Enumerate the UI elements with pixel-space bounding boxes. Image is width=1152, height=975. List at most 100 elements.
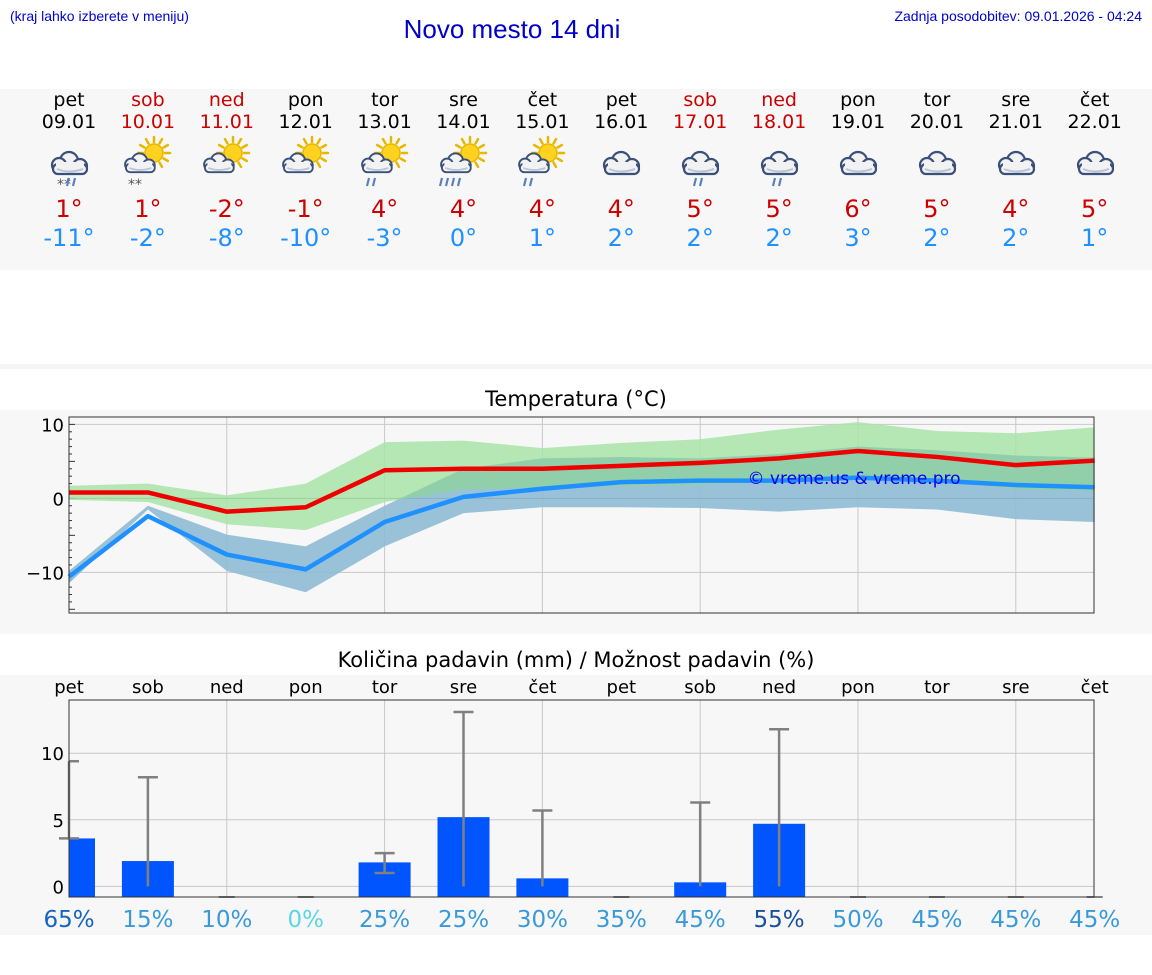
sun-cloud-heavy-rain-icon <box>424 133 504 197</box>
day-column: tor 13.01 4° -3° <box>345 89 425 253</box>
temp-min: 1° <box>1081 224 1109 252</box>
day-column: ned 18.01 5° 2° <box>739 89 819 253</box>
prec-xtick-label: čet <box>1081 677 1109 698</box>
prec-xtick-label: sob <box>132 677 164 698</box>
day-date: 14.01 <box>436 111 491 133</box>
watermark: © vreme.us & vreme.pro <box>747 469 960 489</box>
svg-text:**: ** <box>128 177 142 193</box>
prec-plot-area <box>69 700 1094 897</box>
prec-xtick-label: sob <box>684 677 716 698</box>
precip-probability-label: 30% <box>517 907 568 933</box>
prec-xtick-label: pon <box>289 677 323 698</box>
day-date: 10.01 <box>120 111 176 133</box>
day-date: 16.01 <box>594 111 649 133</box>
day-date: 12.01 <box>278 111 333 133</box>
day-column: čet 22.01 5° 1° <box>1055 89 1135 253</box>
cloud-snow-rain-icon: ** <box>29 133 109 197</box>
precip-probability-label: 25% <box>359 907 410 933</box>
temp-min: -8° <box>208 224 245 252</box>
temp-max: 4° <box>528 195 557 223</box>
sun-cloud-rain-icon <box>502 133 582 197</box>
temp-ytick-label: −10 <box>26 563 64 584</box>
temp-min: 2° <box>607 224 635 252</box>
day-date: 19.01 <box>830 111 886 133</box>
day-name: sob <box>683 89 717 111</box>
temp-max: 6° <box>844 195 872 223</box>
temp-max: 5° <box>686 195 714 223</box>
day-date: 21.01 <box>988 111 1043 133</box>
precipitation-chart-title: Količina padavin (mm) / Možnost padavin … <box>337 648 815 672</box>
day-name: pon <box>840 89 876 111</box>
precip-probability-label: 0% <box>287 907 324 933</box>
prec-xtick-label: ned <box>762 677 796 698</box>
cloud-rain-icon <box>660 133 740 197</box>
separator <box>0 364 1152 369</box>
day-date: 09.01 <box>41 111 97 133</box>
day-date: 18.01 <box>751 111 807 133</box>
day-name: pon <box>287 89 324 111</box>
day-column: sob 17.01 5° 2° <box>660 89 740 253</box>
region-note[interactable]: (kraj lahko izberete v meniju) <box>10 8 189 24</box>
cloudy-icon <box>1055 133 1135 197</box>
day-date: 22.01 <box>1067 111 1122 133</box>
cloudy-icon <box>976 133 1056 197</box>
precip-bar <box>674 882 727 897</box>
day-name: tor <box>371 89 399 111</box>
temp-max: 5° <box>923 195 951 223</box>
temp-ytick-label: 10 <box>41 415 64 436</box>
temp-min: -11° <box>43 224 95 252</box>
temp-max: -1° <box>287 195 324 223</box>
precip-probability-label: 45% <box>1069 907 1120 933</box>
day-name: pet <box>53 89 85 111</box>
precip-probability-label: 45% <box>675 907 726 933</box>
prec-xtick-label: sre <box>1002 677 1029 698</box>
cloud-rain-icon <box>739 133 819 197</box>
sun-cloud-icon <box>266 133 346 197</box>
day-column: pon 19.01 6° 3° <box>818 89 898 253</box>
temperature-chart-title: Temperatura (°C) <box>485 387 667 411</box>
precip-probability-label: 55% <box>754 907 805 933</box>
temp-max: 1° <box>55 195 83 223</box>
temp-max: 4° <box>449 195 478 223</box>
cloudy-icon <box>818 133 898 197</box>
min-temp-line <box>67 475 1095 579</box>
day-name: sre <box>1001 89 1031 111</box>
temp-min: 3° <box>844 224 872 252</box>
sun-cloud-rain-icon <box>345 133 425 197</box>
prec-xtick-label: tor <box>372 677 398 698</box>
day-name: ned <box>761 89 797 111</box>
sun-cloud-snow-icon: ** <box>108 133 188 197</box>
day-column: sre 14.01 4° 0° <box>424 89 504 253</box>
day-name: pet <box>605 89 637 111</box>
day-column: pet 16.01 4° 2° <box>581 89 661 253</box>
day-name: čet <box>1079 89 1110 111</box>
last-update: Zadnja posodobitev: 09.01.2026 - 04:24 <box>894 8 1142 24</box>
max-range-band <box>69 422 1095 531</box>
day-column: pet 09.01 ** 1° -11° <box>29 89 109 253</box>
temp-min: 2° <box>923 224 951 252</box>
temp-min: -3° <box>366 224 403 252</box>
day-column: ned 11.01 -2° -8° <box>187 89 267 253</box>
prec-xtick-label: pet <box>607 677 637 698</box>
precip-bar <box>69 838 95 897</box>
day-column: sob 10.01 ** 1° -2° <box>108 89 188 253</box>
temp-min: -2° <box>129 224 166 252</box>
temp-max: 5° <box>765 195 793 223</box>
prec-plot-frame <box>68 699 1095 898</box>
prec-ytick-label: 10 <box>41 744 64 765</box>
prec-xtick-label: čet <box>528 677 556 698</box>
day-name: sre <box>449 89 478 111</box>
page-title: Novo mesto 14 dni <box>403 14 621 44</box>
sun-cloud-icon <box>187 133 267 197</box>
day-name: čet <box>527 89 558 111</box>
prec-xtick-label: pon <box>841 677 875 698</box>
temp-max: 5° <box>1081 195 1109 223</box>
precip-bar <box>516 878 569 897</box>
max-temp-line <box>69 448 1095 514</box>
temp-min: 2° <box>686 224 714 252</box>
cloudy-icon <box>581 133 661 197</box>
day-date: 15.01 <box>515 111 570 133</box>
prec-xtick-label: pet <box>54 677 84 698</box>
temp-min: 2° <box>765 224 793 252</box>
